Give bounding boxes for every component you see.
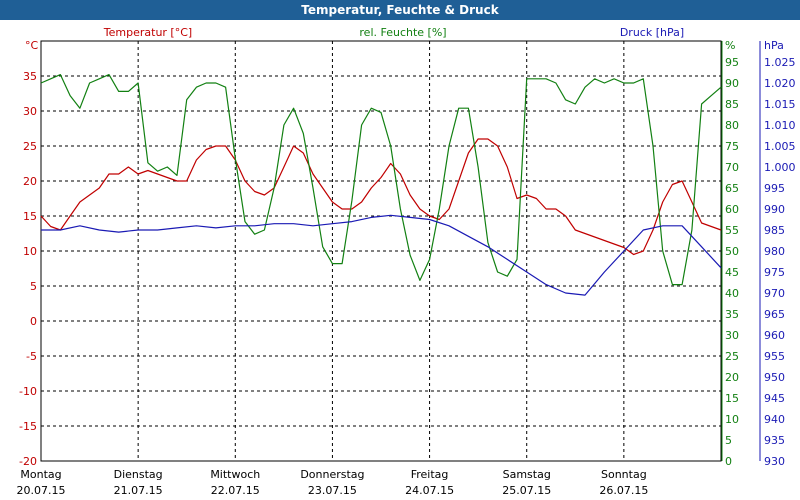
right1-axis-tick: 80 <box>725 119 739 132</box>
right1-axis-tick: 85 <box>725 98 739 111</box>
x-tick-date: 22.07.15 <box>211 484 260 497</box>
right2-axis-tick: 945 <box>764 392 785 405</box>
temperature-line <box>40 138 722 256</box>
right1-axis-tick: 40 <box>725 287 739 300</box>
right2-axis-tick: 995 <box>764 182 785 195</box>
right1-axis-unit: % <box>725 39 735 52</box>
left-axis-tick: 25 <box>23 140 37 153</box>
right2-axis-tick: 1.025 <box>764 56 796 69</box>
right1-axis-tick: 60 <box>725 203 739 216</box>
right2-axis-tick: 970 <box>764 287 785 300</box>
x-tick-day: Freitag <box>411 468 449 481</box>
right2-axis-tick: 1.000 <box>764 161 796 174</box>
left-axis-tick: 30 <box>23 105 37 118</box>
legend-humidity: rel. Feuchte [%] <box>359 26 446 39</box>
right2-axis-unit: hPa <box>764 39 784 52</box>
left-axis-tick: -20 <box>19 455 37 468</box>
left-axis-tick: 15 <box>23 210 37 223</box>
right1-axis-tick: 10 <box>725 413 739 426</box>
right2-axis-tick: 960 <box>764 329 785 342</box>
pressure-line <box>41 214 722 296</box>
right1-axis-tick: 95 <box>725 56 739 69</box>
left-axis-tick: 0 <box>30 315 37 328</box>
x-tick-date: 23.07.15 <box>308 484 357 497</box>
right1-axis-tick: 20 <box>725 371 739 384</box>
right1-axis-tick: 55 <box>725 224 739 237</box>
right1-axis-tick: 5 <box>725 434 732 447</box>
x-tick-day: Donnerstag <box>300 468 364 481</box>
right2-axis-tick: 955 <box>764 350 785 363</box>
left-axis-tick: -10 <box>19 385 37 398</box>
left-axis-tick: 5 <box>30 280 37 293</box>
right1-axis-tick: 90 <box>725 77 739 90</box>
x-tick-date: 26.07.15 <box>599 484 648 497</box>
right1-axis-tick: 75 <box>725 140 739 153</box>
right2-axis-tick: 965 <box>764 308 785 321</box>
legend-pressure: Druck [hPa] <box>620 26 684 39</box>
left-axis-tick: 35 <box>23 70 37 83</box>
right2-axis-tick: 1.005 <box>764 140 796 153</box>
right1-axis-tick: 45 <box>725 266 739 279</box>
x-tick-date: 25.07.15 <box>502 484 551 497</box>
right1-axis-tick: 15 <box>725 392 739 405</box>
right2-axis-tick: 975 <box>764 266 785 279</box>
right2-axis-tick: 985 <box>764 224 785 237</box>
right2-axis-tick: 1.010 <box>764 119 796 132</box>
x-tick-date: 21.07.15 <box>114 484 163 497</box>
left-axis-tick: -5 <box>26 350 37 363</box>
right2-axis-tick: 990 <box>764 203 785 216</box>
x-tick-day: Montag <box>20 468 61 481</box>
right2-axis-tick: 980 <box>764 245 785 258</box>
right1-axis-tick: 0 <box>725 455 732 468</box>
chart-title: Temperatur, Feuchte & Druck <box>301 3 499 17</box>
right1-axis-tick: 35 <box>725 308 739 321</box>
left-axis-tick: -15 <box>19 420 37 433</box>
right2-axis-tick: 930 <box>764 455 785 468</box>
right1-axis-tick: 70 <box>725 161 739 174</box>
right2-axis-tick: 1.020 <box>764 77 796 90</box>
right1-axis-tick: 30 <box>725 329 739 342</box>
x-tick-date: 24.07.15 <box>405 484 454 497</box>
right1-axis-tick: 65 <box>725 182 739 195</box>
plot-border <box>40 40 722 462</box>
right2-axis-tick: 950 <box>764 371 785 384</box>
right2-axis-tick: 935 <box>764 434 785 447</box>
x-tick-day: Dienstag <box>114 468 163 481</box>
right1-axis-tick: 50 <box>725 245 739 258</box>
right2-axis-tick: 1.015 <box>764 98 796 111</box>
chart-title-bar: Temperatur, Feuchte & Druck <box>0 0 800 20</box>
left-axis-tick: 10 <box>23 245 37 258</box>
left-axis-unit: °C <box>25 39 39 52</box>
x-tick-day: Sonntag <box>601 468 647 481</box>
x-tick-date: 20.07.15 <box>17 484 66 497</box>
humidity-line <box>40 73 722 286</box>
left-axis-tick: 20 <box>23 175 37 188</box>
right2-axis-tick: 940 <box>764 413 785 426</box>
x-tick-day: Mittwoch <box>210 468 260 481</box>
legend-temperature: Temperatur [°C] <box>103 26 192 39</box>
right1-axis-tick: 25 <box>725 350 739 363</box>
x-tick-day: Samstag <box>503 468 551 481</box>
